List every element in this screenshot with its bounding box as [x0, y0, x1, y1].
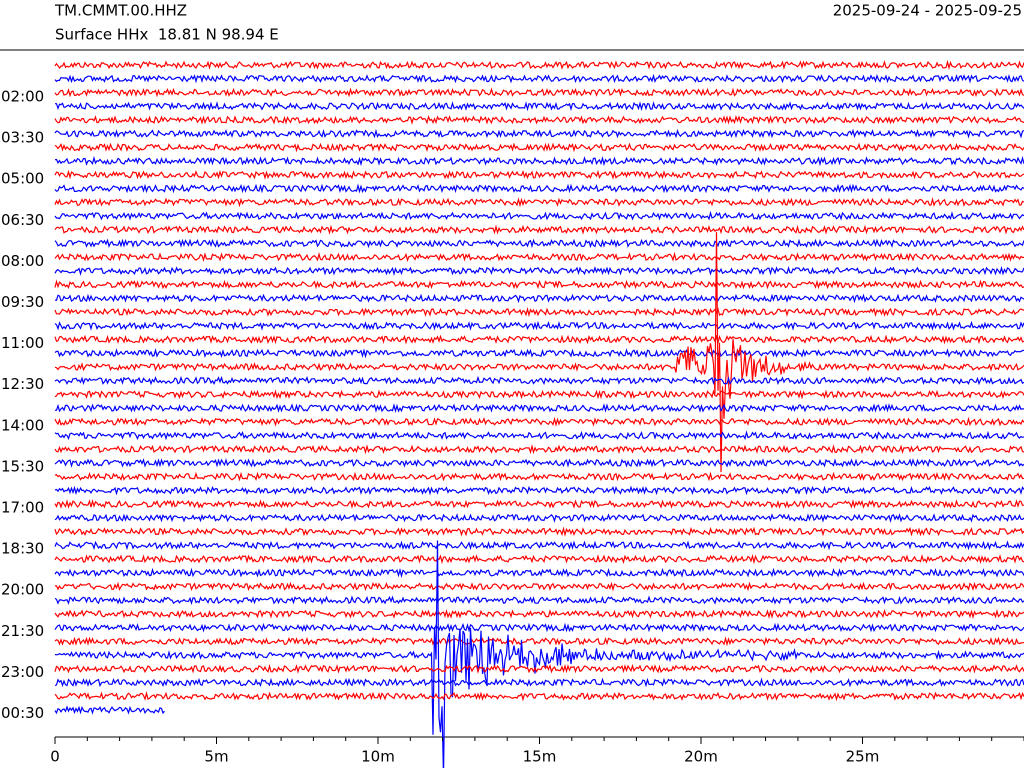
trace	[54, 498, 1024, 509]
trace	[54, 485, 1024, 496]
trace	[54, 155, 1024, 167]
trace	[54, 444, 1024, 455]
trace	[54, 232, 1024, 473]
trace	[54, 224, 1024, 235]
row-label: 20:00	[1, 581, 44, 599]
trace	[54, 540, 1024, 551]
trace	[54, 210, 1024, 221]
trace	[54, 73, 1024, 84]
row-label: 14:00	[1, 416, 44, 434]
trace	[54, 705, 165, 715]
trace	[54, 334, 1024, 345]
x-tick-label: 10m	[361, 748, 395, 766]
x-tick-label: 25m	[846, 748, 880, 766]
trace	[54, 636, 1024, 647]
trace	[54, 197, 1024, 208]
trace	[54, 320, 1024, 331]
trace	[54, 279, 1024, 290]
trace	[54, 293, 1024, 304]
row-label: 00:30	[1, 704, 44, 722]
trace	[54, 595, 1024, 606]
trace	[54, 375, 1024, 386]
trace	[54, 169, 1024, 180]
trace	[54, 622, 1024, 633]
trace	[54, 471, 1024, 482]
trace	[54, 458, 1024, 468]
trace	[54, 690, 1024, 702]
trace	[54, 608, 1024, 620]
trace	[54, 430, 1024, 441]
row-label: 21:30	[1, 622, 44, 640]
trace	[54, 183, 1024, 194]
trace	[54, 677, 1024, 688]
row-label: 02:00	[1, 88, 44, 106]
trace	[54, 416, 1024, 427]
trace	[54, 238, 1024, 249]
trace	[54, 87, 1024, 98]
x-tick-label: 5m	[204, 748, 228, 766]
trace	[55, 581, 1024, 592]
trace	[54, 403, 1024, 414]
x-tick-label: 20m	[684, 748, 718, 766]
row-label: 15:30	[1, 457, 44, 475]
chart-title: TM.CMMT.00.HHZ	[54, 2, 187, 20]
trace	[54, 567, 1024, 579]
trace	[54, 306, 1024, 318]
trace	[54, 540, 1024, 772]
chart-subtitle: Surface HHx 18.81 N 98.94 E	[55, 26, 279, 44]
row-label: 06:30	[1, 211, 44, 229]
row-label: 17:00	[1, 499, 44, 517]
traces	[54, 59, 1024, 772]
trace	[54, 389, 1024, 400]
trace	[55, 101, 1024, 112]
trace	[54, 526, 1024, 537]
row-label: 09:30	[1, 293, 44, 311]
trace	[54, 554, 1024, 565]
trace	[54, 348, 1024, 359]
trace	[54, 128, 1024, 139]
row-label: 12:30	[1, 375, 44, 393]
trace	[54, 114, 1024, 125]
trace	[54, 59, 1024, 71]
row-label: 11:00	[1, 334, 44, 352]
trace	[54, 513, 1024, 523]
x-tick-label: 15m	[523, 748, 557, 766]
row-label: 05:00	[1, 170, 44, 188]
trace	[54, 265, 1024, 276]
row-label: 18:30	[1, 540, 44, 558]
row-label: 23:00	[1, 663, 44, 681]
x-tick-label: 0	[50, 748, 60, 766]
trace	[54, 142, 1024, 153]
row-label: 08:00	[1, 252, 44, 270]
trace	[54, 251, 1024, 262]
trace	[54, 663, 1024, 674]
row-label: 03:30	[1, 129, 44, 147]
date-range: 2025-09-24 - 2025-09-25	[833, 2, 1022, 20]
